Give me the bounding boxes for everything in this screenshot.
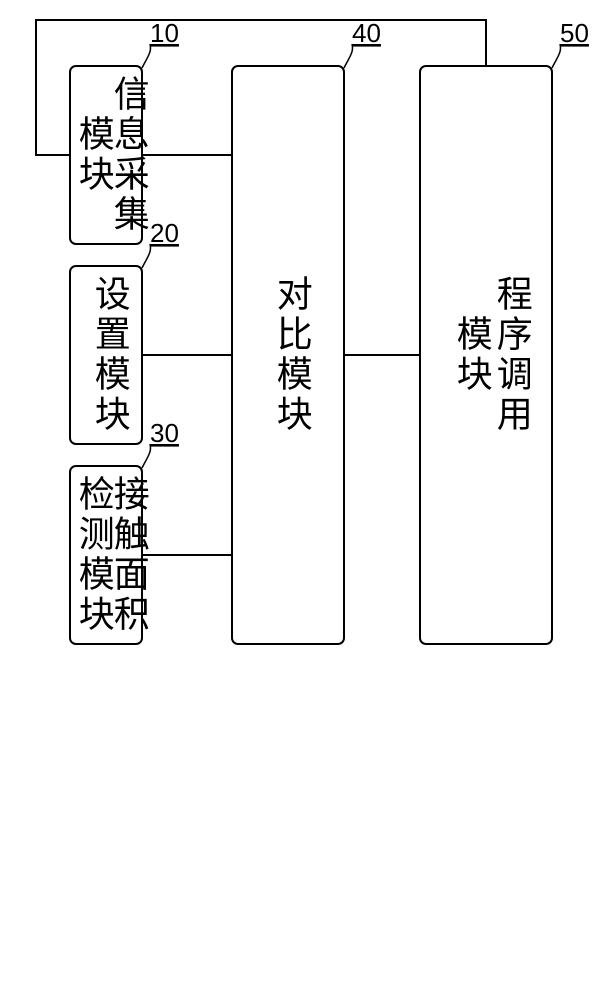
box-contact-area-detect: 接触面积 检测模块 30: [70, 418, 179, 644]
box-30-text-l2: 检测模块: [74, 475, 114, 635]
tag-30-text: 30: [150, 418, 179, 448]
box-program-call: 程序调用 模块 50: [420, 18, 589, 644]
box-info-collect: 信息采集 模块 10: [70, 18, 179, 244]
box-50-text-l2: 模块: [452, 315, 492, 395]
tag-10-text: 10: [150, 18, 179, 48]
box-40-text-l1: 对比模块: [272, 275, 312, 435]
box-compare: 对比模块 40: [232, 18, 381, 644]
tag-50-text: 50: [560, 18, 589, 48]
box-20-text-l1: 设置模块: [90, 275, 130, 435]
box-50-text-l1: 程序调用: [492, 275, 532, 435]
box-settings: 设置模块 20: [70, 218, 179, 444]
box-10-text-l2: 模块: [74, 115, 114, 195]
tag-40-text: 40: [352, 18, 381, 48]
tag-20-text: 20: [150, 218, 179, 248]
block-diagram: 信息采集 模块 10 设置模块 20 接触面积 检测模块 30 对比模块 40 …: [0, 0, 608, 1000]
